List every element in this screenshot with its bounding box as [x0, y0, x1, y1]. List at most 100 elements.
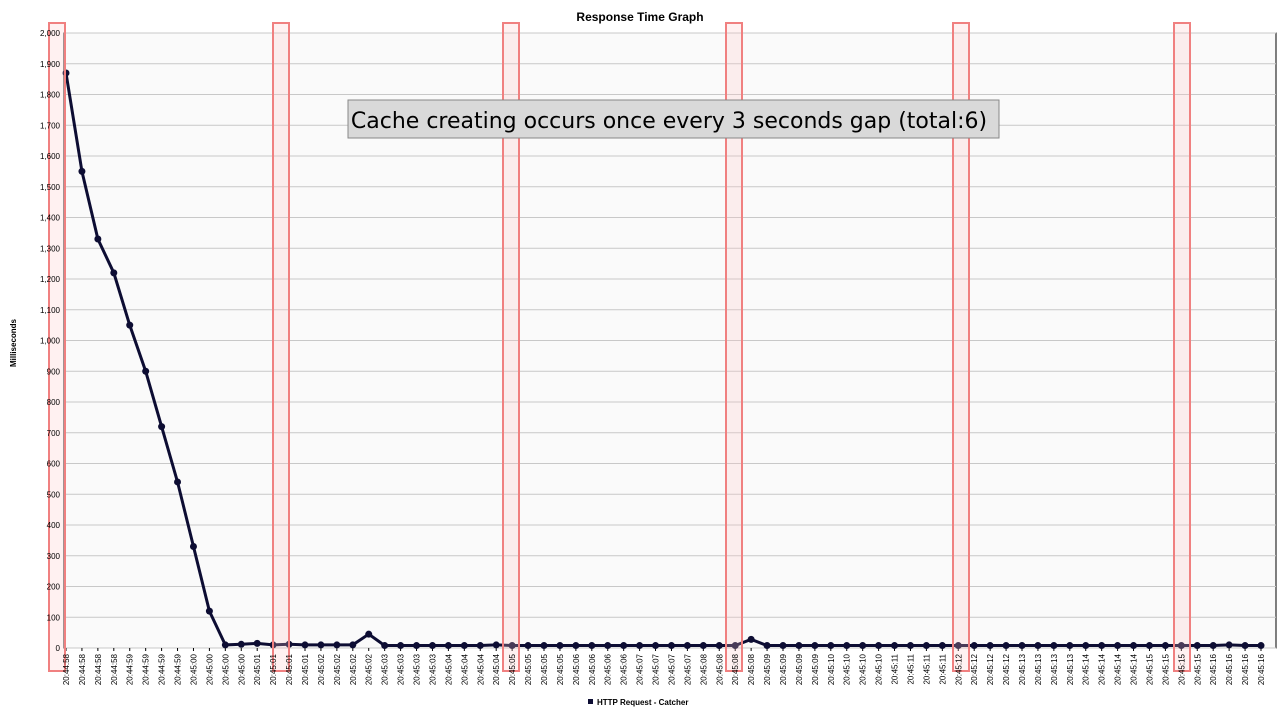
- x-tick-label: 20:45:00: [189, 653, 198, 685]
- x-tick-label: 20:45:10: [827, 653, 836, 685]
- x-tick-label: 20:45:13: [1050, 653, 1059, 685]
- annotation: Cache creating occurs once every 3 secon…: [351, 109, 987, 134]
- x-tick-label: 20:45:16: [1241, 653, 1250, 685]
- data-point: [859, 642, 867, 650]
- x-tick-label: 20:45:12: [954, 653, 963, 685]
- data-point: [428, 642, 436, 650]
- x-tick-label: 20:45:09: [763, 653, 772, 685]
- x-tick-label: 20:45:08: [699, 653, 708, 685]
- data-point: [142, 367, 150, 375]
- data-point: [556, 642, 564, 650]
- y-tick-label: 0: [56, 644, 61, 653]
- x-tick-label: 20:45:11: [891, 653, 900, 684]
- x-tick-label: 20:45:08: [715, 653, 724, 685]
- x-tick-label: 20:45:11: [938, 653, 947, 684]
- data-point: [763, 642, 771, 650]
- x-tick-label: 20:45:01: [285, 653, 294, 685]
- x-tick-label: 20:45:01: [269, 653, 278, 685]
- x-tick-label: 20:45:14: [1114, 653, 1123, 685]
- data-point: [1018, 642, 1026, 650]
- data-point: [365, 630, 373, 638]
- data-point: [508, 642, 516, 650]
- y-tick-label: 1,000: [40, 337, 61, 346]
- y-tick-label: 1,900: [40, 60, 61, 69]
- x-tick-label: 20:45:03: [428, 653, 437, 685]
- x-tick-label: 20:45:06: [620, 653, 629, 685]
- x-tick-label: 20:45:05: [556, 653, 565, 685]
- x-tick-label: 20:44:59: [142, 653, 151, 685]
- data-point: [1161, 642, 1169, 650]
- x-tick-label: 20:45:07: [652, 653, 661, 685]
- y-tick-label: 300: [47, 552, 61, 561]
- data-point: [731, 642, 739, 650]
- data-point: [301, 641, 309, 649]
- x-tick-label: 20:45:15: [1177, 653, 1186, 685]
- highlight-box: [1173, 22, 1191, 672]
- x-tick-label: 20:44:58: [78, 653, 87, 685]
- x-tick-label: 20:45:02: [317, 653, 326, 685]
- x-tick-label: 20:45:16: [1225, 653, 1234, 685]
- x-tick-label: 20:45:06: [604, 653, 613, 685]
- data-point: [126, 321, 134, 329]
- x-tick-label: 20:45:03: [397, 653, 406, 685]
- data-point: [110, 269, 118, 277]
- y-tick-label: 1,200: [40, 275, 61, 284]
- x-tick-label: 20:45:10: [859, 653, 868, 685]
- y-tick-label: 500: [47, 490, 61, 499]
- x-tick-label: 20:45:03: [381, 653, 390, 685]
- data-point: [1034, 642, 1042, 650]
- x-tick-label: 20:45:04: [492, 653, 501, 685]
- data-point: [1225, 641, 1233, 649]
- data-point: [811, 642, 819, 650]
- data-point: [1209, 642, 1217, 650]
- x-tick-label: 20:45:05: [508, 653, 517, 685]
- data-point: [906, 642, 914, 650]
- data-point: [779, 642, 787, 650]
- chart-title: Response Time Graph: [576, 10, 703, 24]
- series: [62, 69, 1265, 650]
- data-point: [588, 642, 596, 650]
- x-tick-label: 20:45:06: [588, 653, 597, 685]
- data-point: [715, 642, 723, 650]
- data-point: [1066, 642, 1074, 650]
- data-point: [381, 642, 389, 650]
- y-tick-label: 1,100: [40, 306, 61, 315]
- x-tick-label: 20:45:01: [301, 653, 310, 685]
- data-point: [683, 642, 691, 650]
- x-tick-label: 20:45:00: [237, 653, 246, 685]
- x-tick-label: 20:45:07: [683, 653, 692, 685]
- data-point: [221, 641, 229, 649]
- data-point: [205, 607, 213, 615]
- data-point: [1257, 642, 1265, 650]
- x-tick-label: 20:45:05: [540, 653, 549, 685]
- x-tick-label: 20:45:00: [221, 653, 230, 685]
- data-point: [1114, 642, 1122, 650]
- x-tick-label: 20:45:10: [875, 653, 884, 685]
- data-point: [843, 642, 851, 650]
- annotation-box: [347, 99, 1000, 139]
- legend-swatch: [588, 699, 593, 704]
- data-point: [572, 642, 580, 650]
- x-tick-label: 20:45:04: [476, 653, 485, 685]
- x-tick-label: 20:44:59: [158, 653, 167, 685]
- data-point: [1002, 642, 1010, 650]
- x-tick-label: 20:45:13: [1066, 653, 1075, 685]
- y-tick-label: 600: [47, 460, 61, 469]
- x-tick-label: 20:45:08: [747, 653, 756, 685]
- x-tick-label: 20:45:10: [843, 653, 852, 685]
- y-tick-label: 800: [47, 398, 61, 407]
- y-tick-label: 100: [47, 613, 61, 622]
- data-point: [476, 642, 484, 650]
- data-point: [397, 642, 405, 650]
- data-point: [158, 423, 166, 431]
- data-point: [620, 642, 628, 650]
- data-point: [349, 641, 357, 649]
- highlight-boxes: [48, 22, 1191, 672]
- data-point: [413, 642, 421, 650]
- data-point: [795, 642, 803, 650]
- x-tick-label: 20:45:01: [253, 653, 262, 685]
- y-tick-label: 1,400: [40, 214, 61, 223]
- x-tick-label: 20:45:14: [1130, 653, 1139, 685]
- highlight-box: [725, 22, 743, 672]
- x-tick-label: 20:44:58: [110, 653, 119, 685]
